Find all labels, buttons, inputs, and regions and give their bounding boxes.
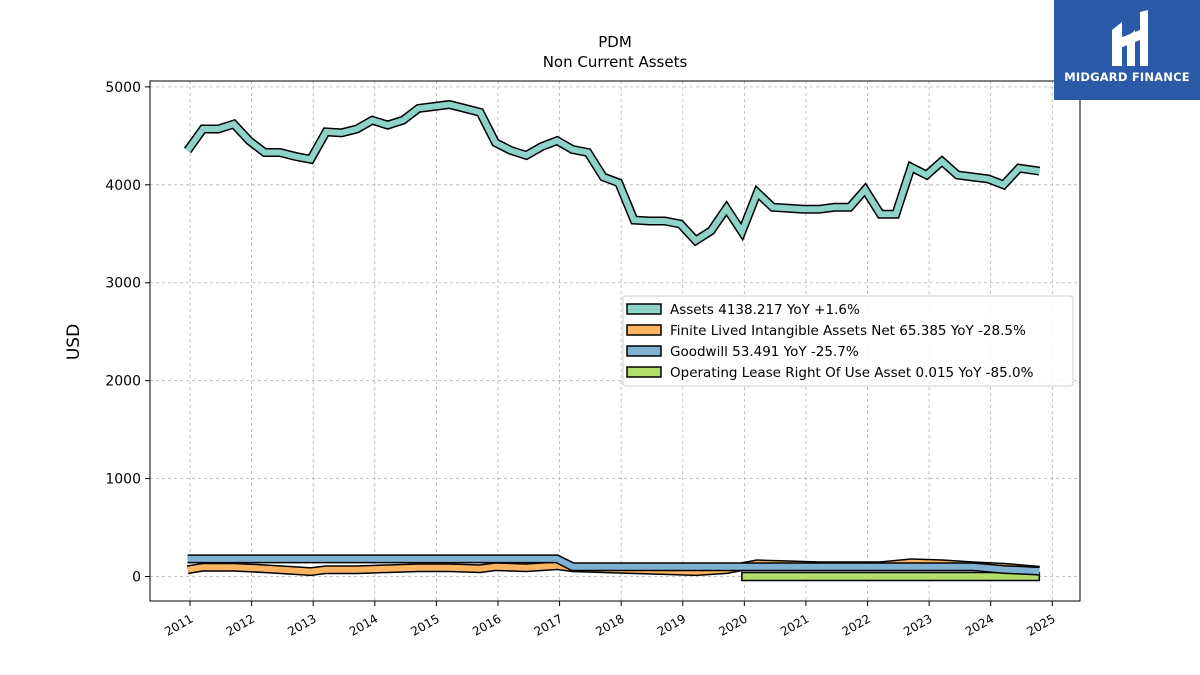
x-tick-label: 2017 — [532, 611, 565, 638]
x-tick-label: 2020 — [716, 611, 749, 638]
legend-box — [622, 295, 1074, 387]
y-tick-label: 4000 — [105, 178, 141, 194]
legend-label: Assets 4138.217 YoY +1.6% — [670, 302, 860, 318]
x-tick-label: 2013 — [285, 611, 318, 638]
x-tick-label: 2011 — [162, 611, 195, 638]
y-tick-label: 3000 — [105, 276, 141, 292]
x-tick-label: 2021 — [778, 611, 811, 638]
legend: Assets 4138.217 YoY +1.6% Finite Lived In… — [622, 295, 1074, 387]
legend-swatch — [626, 324, 662, 336]
series-line-0 — [185, 101, 1040, 245]
series-line-operating-lease — [741, 571, 1041, 582]
plot-frame — [149, 80, 1081, 602]
x-tick-label: 2016 — [470, 611, 503, 638]
x-tick-label: 2015 — [408, 611, 441, 638]
x-tick-label: 2018 — [593, 611, 626, 638]
x-tick-label: 2023 — [901, 611, 934, 638]
x-tick-label: 2025 — [1024, 611, 1057, 638]
y-axis-ticks: 0 1000 2000 3000 4000 5000 — [105, 80, 150, 586]
chart-title: PDM — [598, 33, 632, 51]
x-tick-label: 2012 — [224, 611, 257, 638]
logo-mark-icon — [1112, 10, 1148, 66]
y-tick-label: 5000 — [105, 80, 141, 96]
x-tick-label: 2019 — [655, 611, 688, 638]
y-tick-label: 2000 — [105, 374, 141, 390]
x-tick-label: 2022 — [840, 611, 873, 638]
legend-label: Operating Lease Right Of Use Asset 0.015… — [670, 365, 1034, 381]
legend-label: Finite Lived Intangible Assets Net 65.38… — [670, 323, 1026, 339]
x-tick-label: 2024 — [963, 611, 996, 638]
x-tick-label: 2014 — [347, 611, 380, 638]
legend-label: Goodwill 53.491 YoY -25.7% — [670, 344, 859, 360]
legend-swatch — [626, 345, 662, 357]
y-axis-label: USD — [64, 324, 84, 360]
logo-text: MIDGARD FINANCE — [1064, 70, 1190, 84]
legend-swatch — [626, 303, 662, 315]
chart-subtitle: Non Current Assets — [543, 53, 688, 71]
x-axis-ticks: 2011 2012 2013 2014 2015 2016 2017 2018 2019 2020… — [162, 601, 1058, 639]
y-tick-label: 0 — [132, 570, 141, 586]
series-line-2 — [187, 555, 1040, 575]
legend-swatch — [626, 366, 662, 378]
midgard-finance-logo: MIDGARD FINANCE — [1054, 0, 1200, 100]
series-layer — [183, 99, 1041, 582]
y-tick-label: 1000 — [105, 472, 141, 488]
